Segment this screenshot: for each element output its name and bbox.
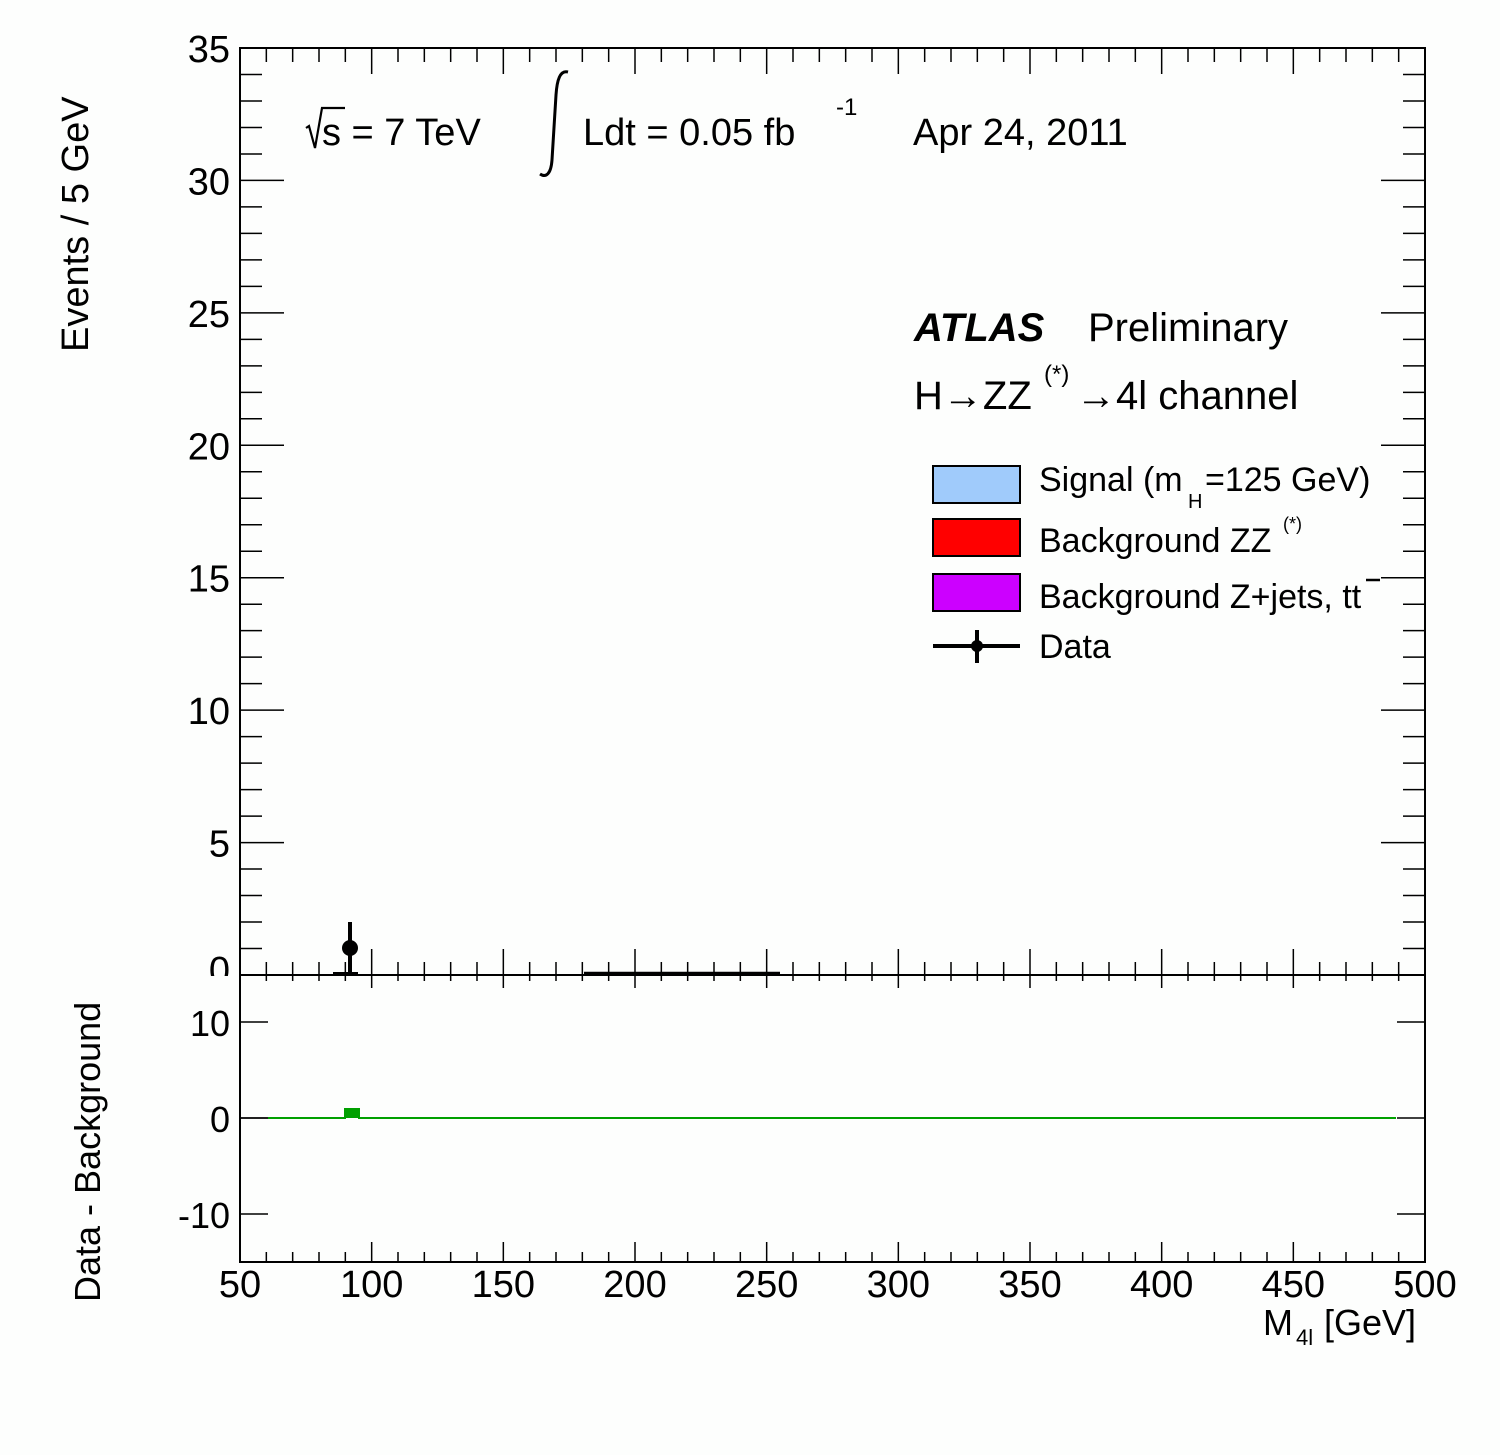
- tick-label: 15: [188, 559, 230, 601]
- sqrt-symbol-icon: [305, 106, 345, 149]
- tick-label: 350: [998, 1264, 1061, 1306]
- legend-item-zz: Background ZZ (*): [932, 514, 1302, 560]
- tick-label: 250: [735, 1264, 798, 1306]
- y-axis-label-main: Events / 5 GeV: [55, 96, 97, 352]
- channel-text-a: H→ZZ: [914, 374, 1032, 418]
- tick-label: 10: [190, 1003, 230, 1044]
- legend-item-data: Data: [933, 628, 1111, 666]
- legend-swatch-signal: [932, 465, 1021, 504]
- tick-label: 100: [340, 1264, 403, 1306]
- x-axis-label-main: M: [1263, 1302, 1293, 1343]
- residual-bar: [345, 1109, 359, 1118]
- legend-zz-star: (*): [1283, 514, 1302, 534]
- lumi-exponent: -1: [836, 94, 857, 121]
- tick-label: 35: [188, 29, 230, 71]
- tick-label: 150: [472, 1264, 535, 1306]
- legend-signal-a: Signal (m: [1039, 461, 1183, 499]
- tick-label: 5: [209, 824, 230, 866]
- tick-label: 20: [188, 426, 230, 468]
- atlas-label: ATLAS Preliminary H→ZZ (*) →4l channel: [913, 306, 1298, 418]
- legend-item-zjets: Background Z+jets, tt: [932, 573, 1380, 616]
- y-axis-label-residual: Data - Background: [67, 1002, 108, 1302]
- x-axis-label-unit: [GeV]: [1324, 1302, 1416, 1343]
- tick-label: 50: [219, 1264, 261, 1306]
- tick-label: 500: [1393, 1264, 1456, 1306]
- label-clip: [190, 976, 238, 996]
- sqrt-s-text: s = 7 TeV: [322, 112, 481, 154]
- tick-label: -10: [178, 1195, 230, 1236]
- legend-data-marker: [971, 640, 983, 652]
- data-marker: [342, 940, 358, 956]
- x-axis-label: M 4l [GeV]: [1263, 1302, 1416, 1350]
- legend-swatch-zjets: [932, 573, 1021, 612]
- legend-data: Data: [1039, 628, 1111, 666]
- legend-zjets: Background Z+jets, tt: [1039, 578, 1362, 616]
- legend: Signal (m H =125 GeV) Background ZZ (*) …: [932, 461, 1380, 666]
- legend-zz: Background ZZ: [1039, 522, 1271, 560]
- channel-star: (*): [1044, 361, 1069, 388]
- date-text: Apr 24, 2011: [913, 112, 1128, 154]
- x-axis-label-sub: 4l: [1296, 1325, 1313, 1350]
- tick-label: 25: [188, 294, 230, 336]
- axis-tick-labels: 50 100 150 200 250 300 350 400 450 500 0 5 10 15 20 25 3…: [178, 29, 1457, 1306]
- energy-lumi-annotation: s = 7 TeV Ldt = 0.05 fb -1 Apr 24, 2011: [305, 70, 1128, 177]
- legend-signal-sub: H: [1188, 491, 1202, 513]
- data-point: [342, 922, 358, 975]
- tick-label: 300: [867, 1264, 930, 1306]
- channel-text-b: →4l channel: [1076, 374, 1298, 418]
- tick-label: 450: [1262, 1264, 1325, 1306]
- axis-ticks: [239, 47, 1426, 1262]
- legend-item-signal: Signal (m H =125 GeV): [932, 461, 1370, 513]
- tick-label: 400: [1130, 1264, 1193, 1306]
- lumi-text: Ldt = 0.05 fb: [583, 112, 795, 154]
- preliminary-text: Preliminary: [1088, 306, 1288, 350]
- legend-signal-b: =125 GeV): [1205, 461, 1370, 499]
- tick-label: 10: [188, 691, 230, 733]
- tick-label: 0: [210, 1099, 230, 1140]
- atlas-text: ATLAS: [913, 306, 1045, 350]
- tick-label: 200: [603, 1264, 666, 1306]
- tick-label: 30: [188, 161, 230, 203]
- integral-symbol-icon: [539, 70, 569, 177]
- legend-swatch-zz: [932, 518, 1021, 557]
